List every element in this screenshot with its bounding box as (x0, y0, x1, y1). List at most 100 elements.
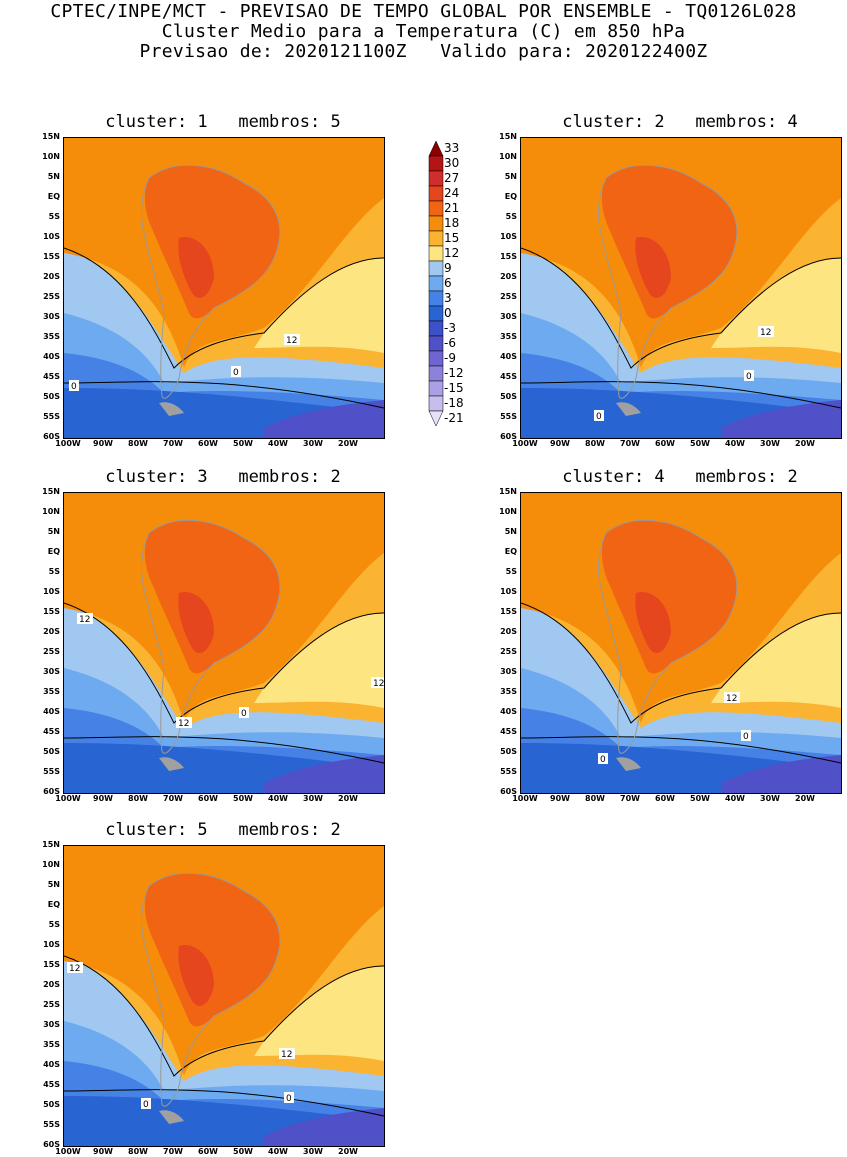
lat-tick-label: 50S (500, 747, 517, 756)
lat-tick-label: 55S (43, 412, 60, 421)
contour-label: 12 (284, 334, 300, 346)
svg-text:12: 12 (760, 328, 771, 338)
colorbar-level-label: -18 (444, 396, 464, 410)
lon-tick-label: 100W (512, 794, 538, 803)
lat-tick-label: 25S (43, 1000, 60, 1009)
colorbar-level-label: 0 (444, 306, 452, 320)
lat-tick-label: 5N (504, 527, 517, 536)
lon-tick-label: 30W (303, 439, 323, 448)
lat-tick-label: 60S (500, 432, 517, 441)
lat-tick-label: 10N (42, 152, 60, 161)
colorbar-level-label: -3 (444, 321, 456, 335)
map-panel-3: 12 12 12 0 (63, 492, 385, 794)
lat-tick-label: 5N (47, 172, 60, 181)
colorbar-level-label: -15 (444, 381, 464, 395)
lat-tick-label: 30S (43, 1020, 60, 1029)
lon-tick-label: 40W (268, 439, 288, 448)
lat-tick-label: 25S (500, 292, 517, 301)
map-panel-2: 0 0 12 (520, 137, 842, 439)
contour-label: 12 (724, 692, 740, 704)
contour-label: 0 (69, 380, 79, 392)
colorbar-swatch (428, 260, 444, 277)
lat-tick-label: 20S (500, 272, 517, 281)
lat-tick-label: 60S (43, 432, 60, 441)
panel-title-5: cluster: 5 membros: 2 (105, 820, 341, 840)
colorbar-swatch (428, 140, 444, 157)
colorbar-swatch (428, 365, 444, 382)
lon-tick-label: 80W (585, 794, 605, 803)
colorbar-level-label: 6 (444, 276, 452, 290)
lon-tick-label: 80W (128, 439, 148, 448)
lon-tick-label: 70W (620, 794, 640, 803)
colorbar-level-label: 21 (444, 201, 460, 215)
colorbar-level-label: 24 (444, 186, 460, 200)
lat-tick-label: 15S (43, 607, 60, 616)
lon-tick-label: 80W (128, 794, 148, 803)
colorbar-level-label: 9 (444, 261, 452, 275)
lon-tick-label: 50W (233, 439, 253, 448)
lon-tick-label: 20W (795, 794, 815, 803)
lat-tick-label: 10S (43, 940, 60, 949)
lat-tick-label: 25S (43, 647, 60, 656)
lat-tick-label: 10N (42, 860, 60, 869)
lat-tick-label: 25S (500, 647, 517, 656)
colorbar-swatch (428, 215, 444, 232)
lon-tick-label: 100W (55, 794, 81, 803)
svg-text:0: 0 (143, 1100, 149, 1110)
temperature-field-5: 12 12 0 0 (64, 846, 384, 1146)
colorbar-swatch (428, 290, 444, 307)
lat-tick-label: 60S (43, 787, 60, 796)
lon-tick-label: 80W (585, 439, 605, 448)
colorbar-level-label: 27 (444, 171, 460, 185)
colorbar-swatch (428, 320, 444, 337)
colorbar-level-label: 15 (444, 231, 460, 245)
lon-tick-label: 60W (198, 439, 218, 448)
header-line-2: Cluster Medio para a Temperatura (C) em … (161, 21, 686, 42)
svg-text:0: 0 (71, 382, 77, 392)
lon-tick-label: 30W (303, 794, 323, 803)
lat-tick-label: 5S (48, 212, 60, 221)
lat-tick-label: 15N (42, 840, 60, 849)
contour-label: 12 (758, 326, 774, 338)
lon-tick-label: 20W (338, 794, 358, 803)
lat-tick-label: 25S (43, 292, 60, 301)
svg-text:0: 0 (746, 372, 752, 382)
lat-tick-label: 45S (43, 372, 60, 381)
svg-text:0: 0 (241, 709, 247, 719)
colorbar-swatch (428, 350, 444, 367)
colorbar-level-label: -9 (444, 351, 456, 365)
colorbar-swatch (428, 170, 444, 187)
lon-tick-label: 40W (725, 794, 745, 803)
contour-label: 12 (77, 613, 93, 625)
lon-tick-label: 50W (690, 794, 710, 803)
contour-label: 12 (67, 962, 83, 974)
map-panel-1: 0 0 12 (63, 137, 385, 439)
lon-tick-label: 90W (93, 1147, 113, 1156)
svg-text:12: 12 (178, 719, 189, 729)
lat-tick-label: 5S (505, 212, 517, 221)
lon-tick-label: 60W (655, 794, 675, 803)
lat-tick-label: 60S (500, 787, 517, 796)
lon-tick-label: 80W (128, 1147, 148, 1156)
contour-label: 12 (371, 677, 384, 689)
lon-tick-label: 60W (655, 439, 675, 448)
lat-tick-label: 10N (499, 152, 517, 161)
lon-tick-label: 60W (198, 794, 218, 803)
temperature-field-2: 0 0 12 (521, 138, 841, 438)
colorbar-level-label: 30 (444, 156, 460, 170)
colorbar-swatch (428, 230, 444, 247)
colorbar-swatch (428, 200, 444, 217)
lat-tick-label: 50S (500, 392, 517, 401)
panel-title-1: cluster: 1 membros: 5 (105, 112, 341, 132)
lat-tick-label: 45S (43, 727, 60, 736)
lat-tick-label: 35S (43, 687, 60, 696)
lon-tick-label: 70W (620, 439, 640, 448)
lat-tick-label: 45S (43, 1080, 60, 1089)
contour-label: 0 (141, 1098, 151, 1110)
svg-text:12: 12 (373, 679, 384, 689)
lon-tick-label: 100W (512, 439, 538, 448)
lat-tick-label: 15S (500, 607, 517, 616)
colorbar-level-label: 12 (444, 246, 460, 260)
colorbar-swatch (428, 155, 444, 172)
lon-tick-label: 70W (163, 439, 183, 448)
